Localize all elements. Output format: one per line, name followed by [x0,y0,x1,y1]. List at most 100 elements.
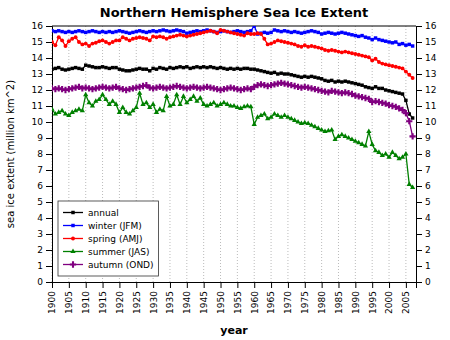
series-marker [337,50,341,54]
x-grid-line [203,26,204,282]
y2-axis-tick-mark [416,186,422,187]
series-marker [67,30,70,33]
series-marker [161,67,164,70]
series-marker [370,141,375,146]
y2-axis-tick-label: 2 [425,245,431,255]
series-marker [77,29,80,32]
chart-title: Northern Hemisphere Sea Ice Extent [100,5,368,20]
y2-axis-tick: 16 [416,21,437,31]
series-marker [199,66,202,69]
legend-marker [70,248,75,253]
series-marker [164,93,169,98]
x-axis-tick-label: 1935 [165,291,175,314]
series-marker [84,42,88,46]
x-axis-tick: 1950 [216,282,226,314]
x-axis-tick-label: 2005 [401,291,411,314]
series-marker [124,37,128,41]
series-marker [359,141,364,146]
series-marker [137,90,142,95]
y-axis-tick: 7 [37,165,52,175]
series-marker [52,106,55,111]
series-marker [384,88,387,91]
series-marker [63,111,68,116]
series-marker [182,66,185,69]
series-marker [290,31,293,34]
series-marker [327,31,330,34]
y-axis-tick-mark [46,90,52,91]
y-axis-tick-mark [46,234,52,235]
series-marker [101,65,104,68]
series-marker [205,66,208,69]
y-axis-tick-mark [46,74,52,75]
x-axis-tick: 1975 [300,282,310,314]
series-marker [350,33,353,36]
series-marker [394,65,398,69]
series-marker [87,64,90,67]
series-marker [357,53,361,57]
series-marker [158,29,161,32]
y-axis-tick: 4 [37,213,52,223]
series-marker [174,92,179,97]
series-marker [317,76,320,79]
series-marker [165,67,168,70]
y-axis-tick: 8 [37,149,52,159]
series-marker [185,31,188,34]
series-marker [236,67,239,70]
x-axis-tick-label: 1910 [81,291,91,314]
y-axis-tick-mark [46,282,52,283]
chart-svg: 1900190519101915192019251930193519401945… [0,0,450,340]
series-marker [87,44,91,48]
series-marker [172,29,175,32]
series-marker [364,85,367,88]
series-marker [97,39,101,43]
series-marker [192,30,195,33]
series-marker [84,63,87,66]
series-marker [313,30,316,33]
x-axis-tick-mark [136,282,137,288]
series-marker [74,35,78,39]
series-marker [80,42,84,46]
series-marker [178,29,181,32]
series-marker [347,32,350,35]
series-marker [118,67,121,70]
series-marker [273,28,276,31]
y2-axis-tick-label: 11 [425,101,436,111]
series-marker [100,92,105,97]
series-marker [306,121,311,126]
y-axis-tick-label: 7 [37,165,43,175]
series-marker [242,67,245,70]
series-marker [391,90,394,93]
series-marker [101,30,104,33]
data-layer [52,26,416,189]
series-marker [138,35,142,39]
x-axis-tick-label: 1930 [148,291,158,314]
series-marker [185,65,188,68]
series-marker [266,31,269,34]
y-axis-tick-mark [46,202,52,203]
y2-axis-tick: 14 [416,53,437,63]
x-axis-tick-mark [338,282,339,288]
x-axis-tick: 1940 [182,282,192,314]
series-marker [150,101,155,106]
series-marker [195,65,198,68]
series-marker [296,75,299,78]
series-marker [290,73,293,76]
y-axis-tick: 6 [37,181,52,191]
x-axis-title: year [220,324,248,337]
series-marker [171,101,176,106]
y-axis-tick-label: 16 [32,21,44,31]
series-marker [403,151,408,156]
y2-axis-tick-mark [416,218,422,219]
y2-axis-tick-mark [416,250,422,251]
series-marker [279,30,282,33]
series-marker [387,40,390,43]
series-marker [108,67,111,70]
x-axis-tick-mark [187,282,188,288]
y-axis-tick-label: 0 [37,277,43,287]
series-marker [310,29,313,32]
y2-axis-tick-label: 1 [425,261,431,271]
series-marker [182,30,185,33]
series-marker [175,28,178,31]
series-marker [208,29,212,33]
x-axis-tick-mark [153,282,154,288]
